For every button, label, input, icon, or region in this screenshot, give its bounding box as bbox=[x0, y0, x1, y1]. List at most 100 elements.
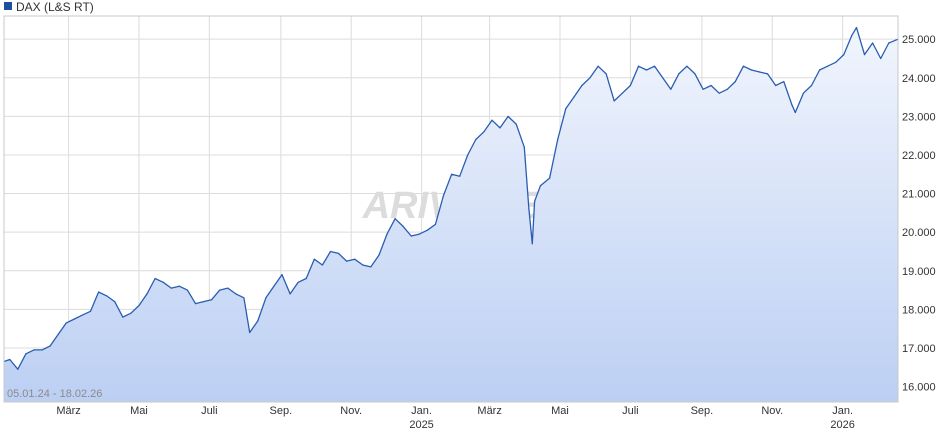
data-point bbox=[354, 258, 356, 260]
data-point bbox=[114, 301, 116, 303]
data-point bbox=[321, 264, 323, 266]
data-point bbox=[235, 293, 237, 295]
data-point bbox=[25, 353, 27, 355]
data-point bbox=[146, 293, 148, 295]
data-point bbox=[605, 73, 607, 75]
data-point bbox=[888, 42, 890, 44]
data-point bbox=[467, 154, 469, 156]
data-point bbox=[863, 54, 866, 56]
data-point bbox=[227, 287, 229, 289]
data-point bbox=[33, 349, 35, 351]
y-tick-label: 19.000 bbox=[902, 266, 936, 278]
y-tick-label: 21.000 bbox=[902, 189, 936, 201]
data-point bbox=[791, 104, 793, 106]
data-point bbox=[122, 316, 124, 318]
data-point bbox=[851, 34, 853, 36]
data-point bbox=[337, 252, 340, 254]
data-point bbox=[243, 297, 245, 299]
data-point bbox=[662, 77, 664, 79]
x-tick-label: Juli bbox=[201, 405, 218, 417]
data-point bbox=[329, 250, 332, 253]
data-point bbox=[499, 127, 501, 129]
legend: DAX (L&S RT) bbox=[4, 0, 94, 14]
data-point bbox=[154, 277, 156, 280]
x-tick-year: 2025 bbox=[409, 419, 433, 431]
x-tick-label: Mai bbox=[130, 405, 148, 417]
data-point bbox=[759, 71, 761, 73]
x-tick-label: März bbox=[56, 405, 80, 417]
data-point bbox=[775, 84, 777, 87]
x-tick-label: Sep. bbox=[270, 405, 293, 417]
data-point bbox=[718, 92, 720, 94]
data-point bbox=[203, 301, 205, 303]
data-point bbox=[491, 119, 493, 121]
y-tick-label: 22.000 bbox=[902, 150, 936, 162]
y-tick-label: 24.000 bbox=[902, 73, 936, 85]
data-point bbox=[475, 138, 477, 141]
data-point bbox=[678, 73, 680, 75]
y-tick-label: 16.000 bbox=[902, 382, 936, 394]
data-point bbox=[402, 225, 404, 227]
data-point bbox=[742, 65, 745, 67]
data-point bbox=[186, 289, 188, 291]
data-point bbox=[810, 84, 813, 87]
data-point bbox=[249, 331, 251, 334]
data-point bbox=[872, 42, 874, 44]
x-tick-label: März bbox=[477, 405, 501, 417]
data-point bbox=[750, 69, 753, 71]
data-point bbox=[265, 297, 267, 299]
legend-swatch bbox=[4, 2, 12, 10]
data-point bbox=[645, 69, 648, 71]
data-point bbox=[98, 291, 100, 293]
x-tick-label: Jan. bbox=[411, 405, 432, 417]
data-point bbox=[313, 258, 315, 260]
data-point bbox=[257, 320, 259, 322]
data-point bbox=[581, 84, 583, 87]
data-point bbox=[81, 314, 83, 316]
data-point bbox=[613, 100, 615, 102]
data-point bbox=[49, 345, 51, 347]
plot-frame bbox=[3, 15, 899, 403]
data-point bbox=[73, 318, 75, 320]
data-point bbox=[289, 293, 291, 295]
data-point bbox=[57, 333, 59, 335]
data-point bbox=[654, 65, 656, 67]
data-point bbox=[794, 111, 796, 114]
data-point bbox=[670, 88, 672, 90]
data-point bbox=[305, 277, 307, 280]
data-point bbox=[629, 84, 632, 87]
data-point bbox=[89, 310, 92, 312]
data-point bbox=[178, 285, 180, 287]
y-tick-label: 23.000 bbox=[902, 111, 936, 123]
data-point bbox=[459, 175, 461, 177]
data-point bbox=[694, 73, 696, 75]
data-point bbox=[855, 27, 858, 29]
data-point bbox=[418, 233, 420, 235]
data-point bbox=[394, 218, 396, 220]
data-point bbox=[686, 65, 688, 67]
data-point bbox=[483, 131, 485, 133]
data-point bbox=[362, 264, 364, 266]
data-point bbox=[346, 260, 348, 262]
data-point bbox=[726, 88, 728, 90]
data-point bbox=[507, 115, 509, 117]
data-point bbox=[426, 229, 428, 231]
data-point bbox=[9, 358, 11, 361]
data-point bbox=[273, 285, 275, 287]
data-point bbox=[534, 200, 536, 202]
data-point bbox=[767, 73, 769, 75]
data-point bbox=[219, 289, 221, 291]
x-axis-labels: März Mai Juli Sep. Nov. Jan. 2025 März Mai Juli Se… bbox=[56, 405, 854, 431]
data-point bbox=[410, 235, 412, 237]
data-point bbox=[819, 69, 821, 71]
data-point bbox=[515, 123, 517, 125]
x-tick-year: 2026 bbox=[830, 419, 854, 431]
data-point bbox=[442, 194, 445, 197]
data-point bbox=[843, 54, 845, 56]
data-point bbox=[539, 185, 542, 187]
y-axis-labels: 16.000 17.000 18.000 19.000 20.000 21.000 22.0… bbox=[902, 34, 936, 393]
x-tick-label: Nov. bbox=[761, 405, 783, 417]
series-area bbox=[4, 27, 898, 402]
plot-area bbox=[3, 26, 899, 402]
